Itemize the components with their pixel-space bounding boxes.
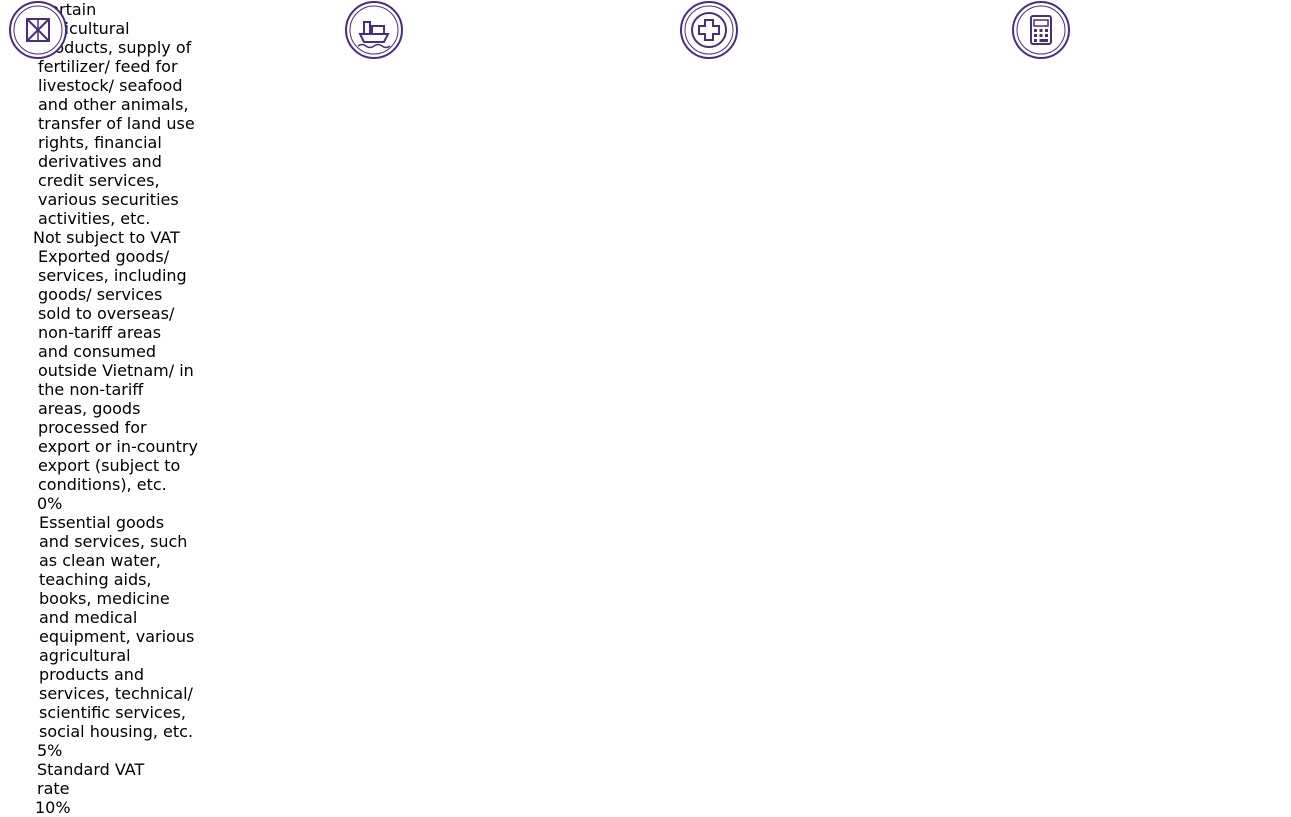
body-line: scientific services, bbox=[39, 703, 186, 722]
body-line: teaching aids, bbox=[39, 570, 152, 589]
body-line: products and bbox=[39, 665, 145, 684]
body-line: equipment, various bbox=[39, 627, 195, 646]
body-line: the non-tariff bbox=[38, 380, 144, 399]
body-line: sold to overseas/ bbox=[38, 304, 175, 323]
body-line: Standard VAT bbox=[37, 760, 145, 779]
body-line: fertilizer/ feed for bbox=[38, 57, 178, 76]
body-line: livestock/ seafood bbox=[38, 76, 183, 95]
body-line: Essential goods bbox=[39, 513, 165, 532]
page: {"cards": [ {"title": "Not subject to VA… bbox=[9, 0, 1070, 817]
body-line: rights, financial bbox=[38, 133, 162, 152]
body-line: areas, goods bbox=[38, 399, 141, 418]
icon bbox=[8, 0, 68, 60]
card-body: Exported goods/services, including goods/… bbox=[0, 247, 321, 494]
body-line: processed for bbox=[38, 418, 147, 437]
icon-svg bbox=[1012, 1, 1070, 59]
body-line: outside Vietnam/ in bbox=[38, 361, 194, 380]
card: Exported goods/services, including goods/… bbox=[0, 1, 1291, 513]
body-line: conditions), etc. bbox=[38, 475, 167, 494]
body-line: export (subject to bbox=[38, 456, 181, 475]
body-line: agricultural bbox=[38, 19, 130, 38]
body-line: as clean water, bbox=[39, 551, 162, 570]
card-body: Certain agricultural products, supply of fe… bbox=[0, 0, 321, 228]
body-line: goods/ services bbox=[38, 285, 163, 304]
body-line: social housing, etc. bbox=[39, 722, 194, 741]
icon-svg bbox=[680, 1, 738, 59]
body-line: derivatives and bbox=[38, 152, 162, 171]
body-line: credit services, bbox=[38, 171, 160, 190]
body-line: Certain bbox=[38, 0, 97, 19]
card: Essential goods and services, such as clea… bbox=[0, 1, 1291, 760]
card-body: Essential goods and services, such as clea… bbox=[0, 513, 320, 741]
body-line: rate bbox=[37, 779, 70, 798]
body-line: and services, such bbox=[39, 532, 188, 551]
body-line: various securities bbox=[38, 190, 179, 209]
card-header: 0% bbox=[37, 494, 63, 513]
icon-svg bbox=[345, 1, 403, 59]
body-line: agricultural bbox=[39, 646, 131, 665]
body-line: and consumed bbox=[38, 342, 156, 361]
body-line: and other animals, bbox=[38, 95, 189, 114]
body-line: services, technical/ bbox=[39, 684, 193, 703]
icon-svg bbox=[9, 1, 67, 59]
icon bbox=[1011, 0, 1071, 60]
body-line: and medical bbox=[39, 608, 138, 627]
card-header: Not subject to VAT bbox=[33, 228, 180, 247]
body-line: export or in-country bbox=[38, 437, 198, 456]
body-line: non-tariff areas bbox=[38, 323, 162, 342]
body-line: books, medicine bbox=[39, 589, 170, 608]
body-line: activities, etc. bbox=[38, 209, 151, 228]
body-line: services, including bbox=[38, 266, 187, 285]
icon bbox=[679, 0, 739, 60]
body-line: transfer of land use bbox=[38, 114, 195, 133]
card-header: 5% bbox=[37, 741, 63, 760]
card-header: 10% bbox=[35, 798, 71, 817]
body-line: Exported goods/ bbox=[38, 247, 170, 266]
card-body: Standard VAT rate bbox=[0, 760, 221, 798]
card: Certain agricultural products, supply of fe… bbox=[0, 0, 1291, 247]
icon bbox=[344, 0, 404, 60]
body-line: products, supply of bbox=[38, 38, 192, 57]
